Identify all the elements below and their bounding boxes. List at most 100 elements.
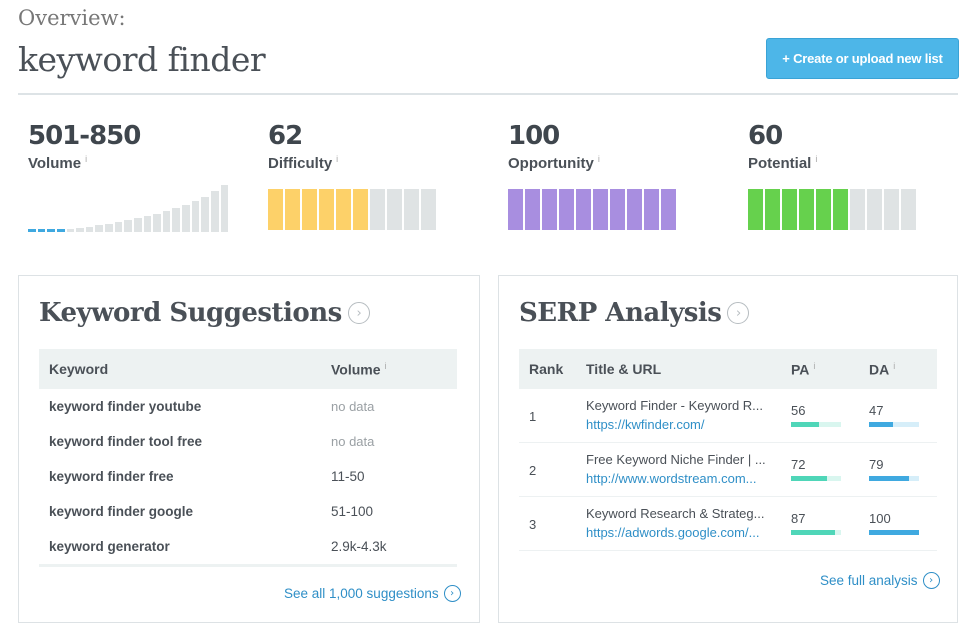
result-url-link[interactable]: https://adwords.google.com/... xyxy=(586,525,760,540)
opportunity-segment xyxy=(610,189,625,230)
volume-trend-bar xyxy=(28,229,36,232)
col-volume-text: Volume xyxy=(331,361,381,378)
table-row[interactable]: keyword finder google 51-100 xyxy=(39,494,457,529)
volume-cell: no data xyxy=(331,399,375,414)
serp-table-header: Rank Title & URL PA i DA i xyxy=(519,349,937,389)
pa-value: 72 xyxy=(791,457,806,472)
keyword-cell[interactable]: keyword finder free xyxy=(49,469,174,484)
table-row: 1 Keyword Finder - Keyword R... https://kw… xyxy=(519,389,937,443)
potential-segment xyxy=(799,189,814,230)
col-keyword[interactable]: Keyword xyxy=(49,361,109,377)
keyword-suggestions-title[interactable]: Keyword Suggestions › xyxy=(39,298,370,328)
rank-cell: 2 xyxy=(529,463,537,478)
volume-trend-bar xyxy=(105,224,113,232)
potential-segment xyxy=(833,189,848,230)
result-url-link[interactable]: https://kwfinder.com/ xyxy=(586,417,705,432)
volume-trend-bar xyxy=(56,229,65,232)
pa-bar-fill xyxy=(791,476,827,481)
volume-trend-bar xyxy=(66,229,75,232)
info-icon[interactable]: i xyxy=(813,360,816,371)
see-all-suggestions-link[interactable]: See all 1,000 suggestions › xyxy=(284,585,461,602)
potential-segment xyxy=(748,189,763,230)
difficulty-segment xyxy=(370,189,385,230)
result-url-link[interactable]: http://www.wordstream.com... xyxy=(586,471,757,486)
rank-cell: 3 xyxy=(529,517,537,532)
col-rank[interactable]: Rank xyxy=(529,361,564,377)
potential-segment xyxy=(816,189,831,230)
keyword-table-bottom-rule xyxy=(39,564,457,567)
info-icon[interactable]: i xyxy=(893,360,896,371)
difficulty-segment-bar xyxy=(268,189,436,230)
difficulty-segment xyxy=(353,189,368,230)
volume-trend-bar xyxy=(143,216,152,232)
chevron-right-icon: › xyxy=(443,585,461,602)
da-bar-fill xyxy=(869,476,909,481)
da-value: 47 xyxy=(869,403,884,418)
serp-analysis-title[interactable]: SERP Analysis › xyxy=(519,298,750,328)
volume-cell: 51-100 xyxy=(331,504,374,519)
volume-trend-bar xyxy=(114,222,123,232)
pa-value: 87 xyxy=(791,511,806,526)
volume-trend-bar xyxy=(220,185,229,232)
pa-value: 56 xyxy=(791,403,806,418)
difficulty-segment xyxy=(285,189,300,230)
potential-segment xyxy=(867,189,882,230)
keyword-cell[interactable]: keyword generator xyxy=(49,539,170,554)
table-row[interactable]: keyword finder tool free no data xyxy=(39,424,457,459)
volume-value: 501-850 xyxy=(28,121,141,151)
da-bar-fill xyxy=(869,530,919,535)
opportunity-segment xyxy=(644,189,659,230)
potential-segment xyxy=(782,189,797,230)
pa-bar xyxy=(791,530,841,535)
opportunity-metric: 100 Opportunity i xyxy=(508,120,600,172)
table-row[interactable]: keyword generator 2.9k-4.3k xyxy=(39,529,457,564)
create-list-button[interactable]: + Create or upload new list xyxy=(766,38,959,79)
info-icon[interactable]: i xyxy=(336,154,339,164)
col-title-url[interactable]: Title & URL xyxy=(586,361,662,377)
table-row[interactable]: keyword finder youtube no data xyxy=(39,389,457,424)
volume-trend-bar xyxy=(47,229,55,232)
difficulty-segment xyxy=(421,189,436,230)
volume-trend-bar xyxy=(76,228,84,232)
potential-segment xyxy=(765,189,780,230)
info-icon[interactable]: i xyxy=(815,154,818,164)
table-row[interactable]: keyword finder free 11-50 xyxy=(39,459,457,494)
volume-trend-bar xyxy=(95,225,103,232)
table-row: 3 Keyword Research & Strateg... https://ad… xyxy=(519,497,937,551)
keyword-cell[interactable]: keyword finder tool free xyxy=(49,434,203,449)
opportunity-segment xyxy=(627,189,642,230)
da-bar xyxy=(869,530,919,535)
col-da[interactable]: DA i xyxy=(869,361,895,378)
difficulty-metric: 62 Difficulty i xyxy=(268,120,338,172)
info-icon[interactable]: i xyxy=(384,360,387,371)
volume-metric: 501-850 Volume i xyxy=(28,120,141,172)
da-bar-fill xyxy=(869,422,893,427)
da-bar xyxy=(869,476,919,481)
chevron-right-icon[interactable]: › xyxy=(727,302,750,324)
difficulty-segment xyxy=(404,189,419,230)
keyword-cell[interactable]: keyword finder google xyxy=(49,504,194,519)
opportunity-segment xyxy=(508,189,523,230)
da-value: 79 xyxy=(869,457,884,472)
keyword-cell[interactable]: keyword finder youtube xyxy=(49,399,202,414)
page-title: keyword finder xyxy=(18,40,266,79)
see-all-suggestions-text: See all 1,000 suggestions xyxy=(284,586,439,601)
pa-bar-fill xyxy=(791,422,819,427)
difficulty-segment xyxy=(336,189,351,230)
volume-trend-bar xyxy=(153,214,161,232)
col-volume[interactable]: Volume i xyxy=(331,361,387,378)
info-icon[interactable]: i xyxy=(597,154,600,164)
keyword-table-header: Keyword Volume i xyxy=(39,349,457,389)
volume-trend-chart xyxy=(28,180,229,232)
volume-trend-bar xyxy=(201,197,209,232)
col-pa[interactable]: PA i xyxy=(791,361,815,378)
see-full-analysis-link[interactable]: See full analysis › xyxy=(820,572,940,589)
opportunity-segment xyxy=(576,189,591,230)
info-icon[interactable]: i xyxy=(85,154,88,164)
opportunity-segment-bar xyxy=(508,189,676,230)
chevron-right-icon: › xyxy=(922,572,940,589)
chevron-right-icon[interactable]: › xyxy=(347,302,370,324)
difficulty-label-text: Difficulty xyxy=(268,155,333,172)
volume-cell: 2.9k-4.3k xyxy=(331,539,387,554)
volume-cell: no data xyxy=(331,434,375,449)
